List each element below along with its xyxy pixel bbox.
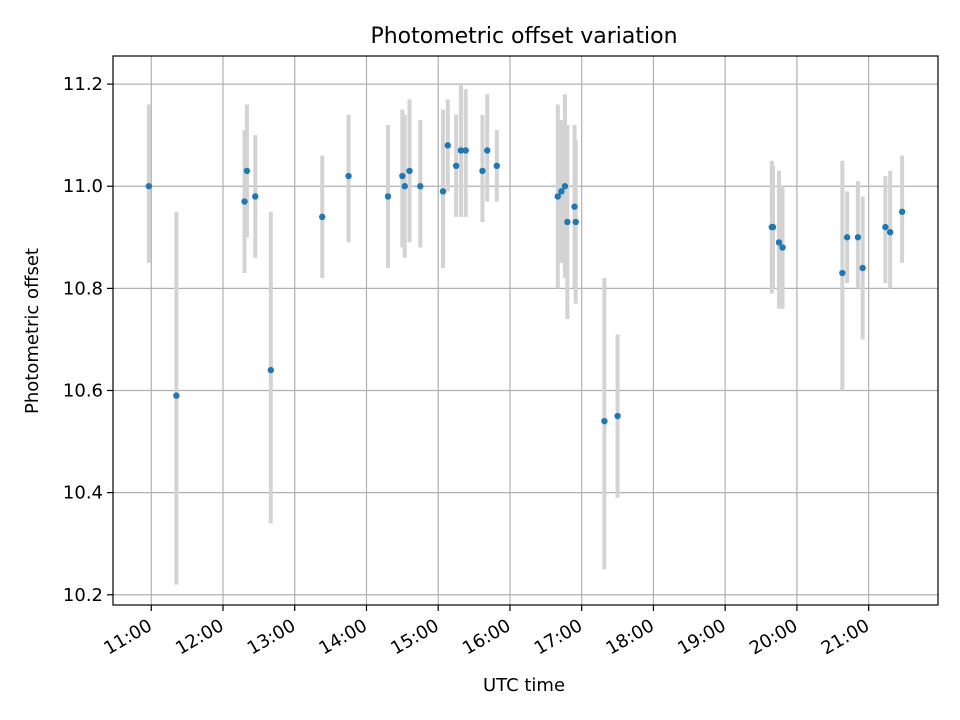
data-point [614, 412, 621, 420]
y-tick-label: 10.6 [63, 381, 103, 402]
data-point [571, 203, 578, 210]
data-point [406, 167, 413, 175]
data-point [561, 183, 569, 190]
y-tick-label: 11.0 [63, 176, 103, 197]
data-point [859, 264, 866, 272]
grid-lines [113, 56, 938, 605]
data-point [898, 208, 906, 215]
data-point [601, 417, 608, 425]
data-point [444, 142, 451, 149]
data-point [882, 223, 889, 231]
data-point [854, 234, 862, 241]
y-axis-label: Photometric offset [22, 248, 43, 414]
y-tick-label: 10.8 [63, 278, 103, 299]
data-point [457, 147, 465, 154]
data-points [145, 142, 906, 425]
data-point [564, 218, 571, 226]
data-point [493, 162, 501, 169]
data-point [558, 188, 565, 195]
data-point [439, 188, 447, 195]
data-point [479, 167, 486, 175]
data-point [572, 218, 579, 226]
y-tick-label: 11.2 [63, 74, 103, 95]
data-point [775, 239, 783, 246]
data-point [243, 167, 251, 175]
data-point [417, 183, 424, 190]
y-tick-label: 10.4 [63, 483, 103, 504]
data-point [779, 244, 786, 251]
data-point [241, 198, 248, 205]
data-point [484, 147, 491, 154]
data-point [462, 147, 469, 154]
y-axis-ticks: 10.2 10.4 10.6 10.8 11.0 11.2 [63, 74, 113, 606]
data-point [399, 172, 406, 180]
data-point [839, 269, 846, 277]
data-point [452, 162, 460, 169]
data-point [345, 172, 352, 180]
data-point [401, 183, 408, 190]
data-point [769, 223, 777, 231]
data-point [843, 234, 851, 241]
x-axis-label: UTC time [483, 675, 565, 696]
data-point [554, 193, 561, 200]
chart-title: Photometric offset variation [370, 24, 677, 49]
data-point [145, 183, 153, 190]
data-point [319, 213, 326, 221]
data-point [252, 193, 259, 200]
y-tick-label: 10.2 [63, 585, 103, 606]
data-point [384, 193, 392, 200]
data-point [267, 366, 275, 374]
data-point [886, 228, 894, 236]
plot-frame [112, 55, 939, 606]
data-point [173, 392, 180, 399]
